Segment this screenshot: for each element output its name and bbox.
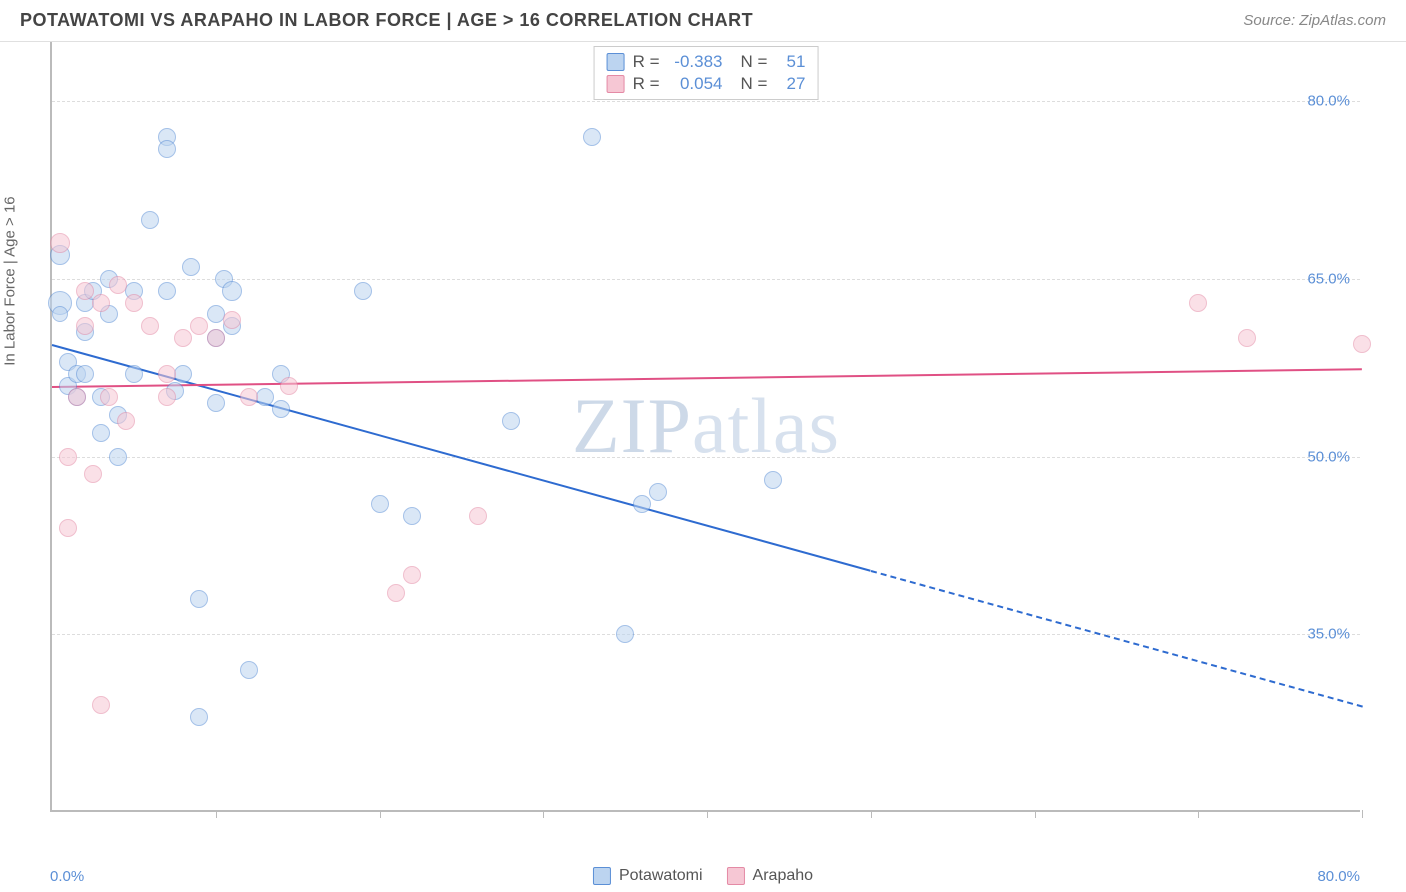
data-point-arapaho <box>174 329 192 347</box>
data-point-arapaho <box>125 294 143 312</box>
data-point-arapaho <box>280 377 298 395</box>
data-point-arapaho <box>1189 294 1207 312</box>
data-point-potawatomi <box>182 258 200 276</box>
data-point-potawatomi <box>141 211 159 229</box>
x-axis-max-label: 80.0% <box>1317 868 1360 885</box>
y-tick-label: 65.0% <box>1307 270 1350 287</box>
gridline <box>52 101 1360 102</box>
legend-swatch <box>607 53 625 71</box>
gridline <box>52 457 1360 458</box>
legend-swatch <box>607 75 625 93</box>
x-tick <box>1198 810 1199 818</box>
data-point-potawatomi <box>240 661 258 679</box>
data-point-arapaho <box>109 276 127 294</box>
data-point-arapaho <box>50 233 70 253</box>
data-point-potawatomi <box>158 282 176 300</box>
x-tick <box>543 810 544 818</box>
data-point-potawatomi <box>403 507 421 525</box>
data-point-arapaho <box>59 448 77 466</box>
x-axis-min-label: 0.0% <box>50 868 84 885</box>
data-point-potawatomi <box>109 448 127 466</box>
data-point-arapaho <box>403 566 421 584</box>
legend-item: Potawatomi <box>593 867 703 885</box>
data-point-arapaho <box>92 696 110 714</box>
legend-item: Arapaho <box>727 867 814 885</box>
data-point-potawatomi <box>207 394 225 412</box>
data-point-arapaho <box>59 519 77 537</box>
correlation-legend: R =-0.383N =51R =0.054N =27 <box>594 46 819 100</box>
data-point-potawatomi <box>272 400 290 418</box>
data-point-arapaho <box>117 412 135 430</box>
data-point-potawatomi <box>207 305 225 323</box>
data-point-potawatomi <box>371 495 389 513</box>
data-point-potawatomi <box>354 282 372 300</box>
legend-row: R =-0.383N =51 <box>607 51 806 73</box>
data-point-arapaho <box>158 388 176 406</box>
y-axis-title: In Labor Force | Age > 16 <box>2 196 19 365</box>
x-tick <box>1035 810 1036 818</box>
plot-area: ZIPatlas R =-0.383N =51R =0.054N =27 35.… <box>50 42 1360 812</box>
gridline <box>52 279 1360 280</box>
legend-swatch <box>593 867 611 885</box>
legend-row: R =0.054N =27 <box>607 73 806 95</box>
data-point-potawatomi <box>92 424 110 442</box>
data-point-arapaho <box>100 388 118 406</box>
data-point-arapaho <box>68 388 86 406</box>
y-tick-label: 50.0% <box>1307 448 1350 465</box>
gridline <box>52 634 1360 635</box>
data-point-potawatomi <box>649 483 667 501</box>
data-point-arapaho <box>92 294 110 312</box>
series-legend: Potawatomi Arapaho <box>593 867 813 885</box>
y-tick-label: 80.0% <box>1307 93 1350 110</box>
y-tick-label: 35.0% <box>1307 626 1350 643</box>
data-point-potawatomi <box>222 281 242 301</box>
x-tick <box>380 810 381 818</box>
data-point-arapaho <box>84 465 102 483</box>
data-point-potawatomi <box>125 365 143 383</box>
data-point-potawatomi <box>158 140 176 158</box>
data-point-arapaho <box>1353 335 1371 353</box>
data-point-potawatomi <box>616 625 634 643</box>
trend-line <box>870 570 1362 707</box>
data-point-potawatomi <box>190 590 208 608</box>
data-point-potawatomi <box>256 388 274 406</box>
data-point-potawatomi <box>502 412 520 430</box>
data-point-potawatomi <box>583 128 601 146</box>
chart-header: POTAWATOMI VS ARAPAHO IN LABOR FORCE | A… <box>0 0 1406 42</box>
data-point-potawatomi <box>190 708 208 726</box>
chart-title: POTAWATOMI VS ARAPAHO IN LABOR FORCE | A… <box>20 10 753 31</box>
data-point-arapaho <box>158 365 176 383</box>
data-point-arapaho <box>223 311 241 329</box>
data-point-arapaho <box>387 584 405 602</box>
data-point-arapaho <box>76 317 94 335</box>
data-point-arapaho <box>141 317 159 335</box>
x-tick <box>1362 810 1363 818</box>
x-tick <box>871 810 872 818</box>
data-point-arapaho <box>76 282 94 300</box>
x-tick <box>216 810 217 818</box>
data-point-potawatomi <box>52 306 68 322</box>
legend-swatch <box>727 867 745 885</box>
data-point-potawatomi <box>633 495 651 513</box>
data-point-arapaho <box>469 507 487 525</box>
chart-area: In Labor Force | Age > 16 ZIPatlas R =-0… <box>0 42 1406 890</box>
data-point-arapaho <box>190 317 208 335</box>
data-point-potawatomi <box>764 471 782 489</box>
x-tick <box>707 810 708 818</box>
data-point-potawatomi <box>76 365 94 383</box>
data-point-arapaho <box>207 329 225 347</box>
trend-line <box>52 368 1362 388</box>
data-point-potawatomi <box>174 365 192 383</box>
data-point-arapaho <box>240 388 258 406</box>
chart-source: Source: ZipAtlas.com <box>1243 12 1386 29</box>
data-point-arapaho <box>1238 329 1256 347</box>
